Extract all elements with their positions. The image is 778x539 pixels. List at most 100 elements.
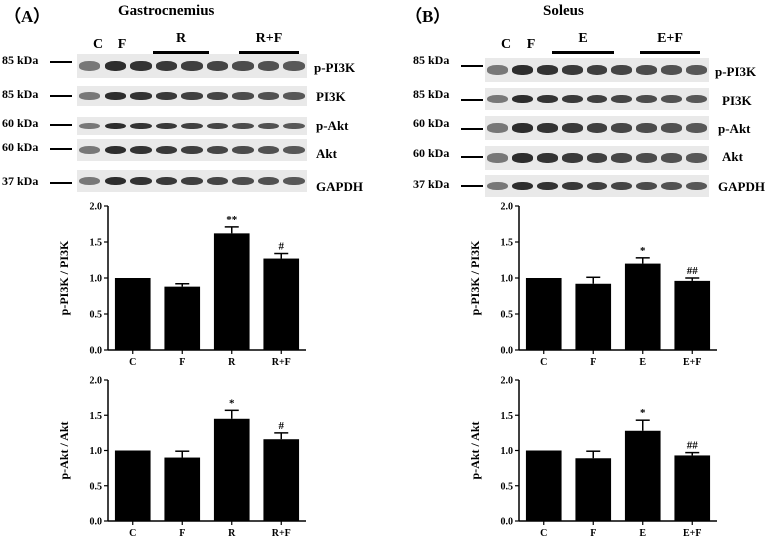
blot-band — [257, 145, 280, 155]
blot-band — [104, 61, 127, 71]
bar-F — [575, 283, 612, 350]
blot-band — [79, 92, 101, 100]
western-blot-p-akt — [77, 117, 307, 135]
kda-marker: 85 kDa — [2, 53, 39, 67]
kda-tick — [50, 182, 72, 184]
kda-tick — [461, 65, 483, 67]
y-tick-label: 0.5 — [90, 481, 103, 492]
blot-band — [686, 94, 707, 104]
kda-tick — [50, 61, 72, 63]
blot-band — [686, 181, 707, 191]
y-tick-label: 0.0 — [90, 346, 103, 357]
y-tick-label: 2.0 — [501, 376, 514, 387]
y-tick-label: 0.5 — [501, 481, 514, 492]
bar-F — [164, 457, 201, 521]
protein-label: Akt — [316, 146, 337, 161]
bar-R — [213, 418, 250, 521]
western-blot-pi3k — [77, 86, 307, 106]
blot-band — [586, 65, 608, 75]
bar-chart-p-pi3k-soleus: 0.0 0.5 1.0 1.5 2.0 p-PI3K / PI3K C F E * E+F ## — [468, 202, 717, 368]
bar-E — [624, 430, 661, 521]
x-tick-label: R — [228, 357, 236, 368]
blot-band — [686, 153, 707, 163]
y-axis-label: p-Akt / Akt — [468, 421, 482, 479]
blot-band — [181, 61, 203, 71]
protein-label: PI3K — [722, 93, 752, 108]
bar-R — [213, 233, 250, 350]
blot-band — [536, 94, 558, 104]
western-blot-pi3k — [485, 88, 709, 110]
panel-title: Gastrocnemius — [118, 3, 215, 19]
lane-label-f: F — [117, 37, 127, 52]
y-tick-label: 1.0 — [90, 274, 103, 285]
x-tick-label: C — [129, 357, 136, 368]
blot-band — [232, 145, 254, 155]
blot-band — [511, 181, 533, 191]
blot-band — [536, 123, 558, 133]
blot-band — [511, 123, 533, 133]
significance-marker: # — [279, 241, 285, 253]
protein-label: p-PI3K — [715, 64, 757, 79]
significance-marker: ** — [226, 214, 238, 226]
x-tick-label: F — [179, 528, 185, 539]
protein-label: p-Akt — [718, 121, 751, 136]
blot-band — [661, 65, 683, 75]
blot-band — [206, 145, 229, 155]
blot-band — [611, 181, 633, 191]
group-label-r: R — [175, 31, 187, 46]
blot-band — [283, 61, 305, 71]
blot-band — [561, 181, 583, 191]
blot-band — [511, 65, 533, 75]
blot-band — [104, 145, 127, 155]
bar-R+F — [263, 258, 300, 350]
x-tick-label: E+F — [683, 357, 701, 368]
blot-band — [561, 94, 583, 104]
y-axis-label: p-PI3K / PI3K — [57, 240, 71, 315]
blot-band — [155, 61, 178, 71]
blot-band — [232, 176, 254, 186]
y-tick-label: 1.5 — [501, 411, 514, 422]
blot-band — [104, 92, 127, 100]
blot-band — [155, 145, 178, 155]
significance-marker: * — [640, 245, 646, 257]
x-tick-label: C — [540, 357, 547, 368]
blot-band — [79, 122, 101, 130]
kda-tick — [461, 156, 483, 158]
blot-band — [79, 61, 101, 71]
blot-band — [511, 94, 533, 104]
western-blot-gapdh — [485, 175, 709, 197]
bar-E+F — [674, 455, 711, 521]
bar-E+F — [674, 280, 711, 350]
x-tick-label: F — [590, 528, 596, 539]
y-tick-label: 1.0 — [501, 446, 514, 457]
western-blot-akt — [77, 139, 307, 161]
x-tick-label: E — [639, 528, 646, 539]
kda-marker: 37 kDa — [413, 177, 450, 191]
significance-marker: ## — [687, 265, 699, 277]
blot-band — [232, 92, 254, 100]
blot-band — [206, 61, 229, 71]
blot-band — [661, 94, 683, 104]
x-tick-label: R — [228, 528, 236, 539]
blot-band — [636, 123, 658, 133]
protein-label: Akt — [722, 149, 743, 164]
y-tick-label: 0.5 — [501, 310, 514, 321]
x-tick-label: F — [179, 357, 185, 368]
blot-band — [486, 65, 508, 75]
group-label-e: E — [578, 31, 588, 46]
kda-marker: 60 kDa — [2, 116, 39, 130]
y-axis-label: p-Akt / Akt — [57, 421, 71, 479]
blot-band — [206, 122, 229, 130]
significance-marker: # — [279, 420, 285, 432]
blot-band — [686, 123, 707, 133]
kda-marker: 85 kDa — [413, 53, 450, 67]
kda-tick — [461, 99, 483, 101]
group-label-ef: E+F — [657, 31, 683, 46]
y-tick-label: 2.0 — [90, 376, 103, 387]
x-tick-label: C — [129, 528, 136, 539]
bar-C — [525, 450, 562, 521]
bar-R+F — [263, 439, 300, 521]
significance-marker: * — [640, 407, 646, 419]
y-axis-label: p-PI3K / PI3K — [468, 240, 482, 315]
significance-marker: * — [229, 397, 235, 409]
